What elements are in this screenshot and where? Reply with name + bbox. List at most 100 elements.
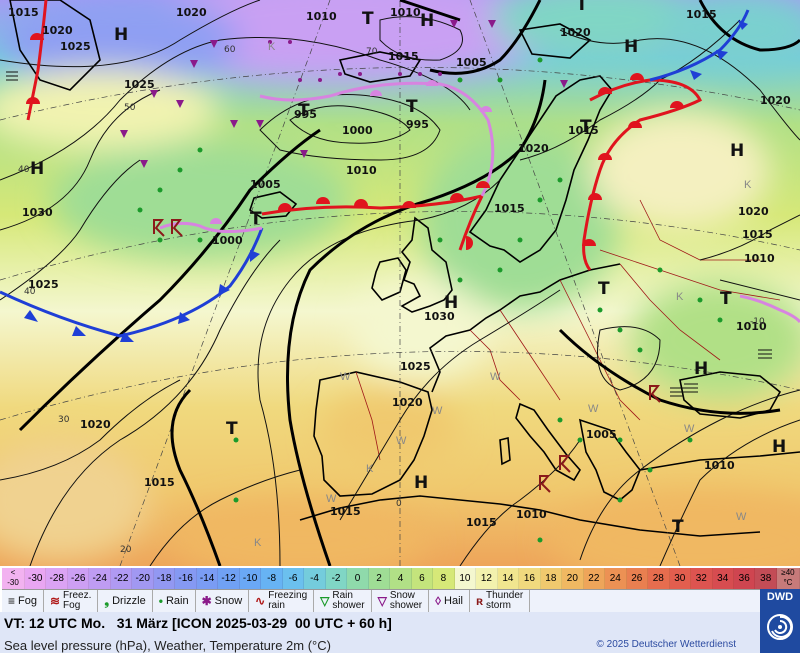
isobar-labels: 1015 1020 1025 1020 1010 1010 1015 1005 … xyxy=(8,6,791,529)
scale-cell: 22 xyxy=(583,568,606,589)
temperature-patches xyxy=(0,0,800,566)
map-footer: VT: 12 UTC Mo. 31 März [ICON 2025-03-29 … xyxy=(0,612,760,653)
scale-cell: 0 xyxy=(347,568,369,589)
scale-cell: 32 xyxy=(691,568,713,589)
graticule xyxy=(0,0,800,566)
svg-text:1005: 1005 xyxy=(250,178,281,191)
legend-label: Snow shower xyxy=(389,590,423,611)
legend-label: Rain xyxy=(165,595,189,607)
svg-text:W: W xyxy=(490,371,501,383)
svg-text:K: K xyxy=(254,537,262,549)
svg-text:K: K xyxy=(268,41,276,53)
scale-cell: -16 xyxy=(175,568,197,589)
copyright: © 2025 Deutscher Wetterdienst xyxy=(596,639,736,650)
warm-front-greenland xyxy=(26,0,48,121)
cold-front-scandinavia xyxy=(458,195,484,251)
svg-text:1020: 1020 xyxy=(518,142,549,155)
high-label: H xyxy=(420,11,434,31)
freezing-rain-icon: ∿ xyxy=(255,594,266,608)
svg-text:1010: 1010 xyxy=(390,6,421,19)
scale-cell: -2 xyxy=(325,568,348,589)
svg-text:1005: 1005 xyxy=(586,428,617,441)
isobars xyxy=(0,0,800,566)
scale-cell: 24 xyxy=(605,568,627,589)
low-label: T xyxy=(720,289,732,309)
legend-label: Drizzle xyxy=(112,595,146,607)
svg-text:40: 40 xyxy=(24,287,36,297)
svg-text:1015: 1015 xyxy=(466,516,497,529)
scale-cell: -6 xyxy=(282,568,305,589)
dwd-logo: DWD xyxy=(760,589,800,653)
high-label: H xyxy=(730,141,744,161)
low-label: T xyxy=(298,101,310,121)
high-label: H xyxy=(30,159,44,179)
scale-cell: 18 xyxy=(540,568,563,589)
svg-text:K: K xyxy=(744,179,752,191)
scale-cell: 10 xyxy=(454,568,477,589)
svg-text:1020: 1020 xyxy=(738,205,769,218)
svg-text:1020: 1020 xyxy=(176,6,207,19)
svg-text:1010: 1010 xyxy=(744,252,775,265)
legend-label: Snow xyxy=(214,595,243,607)
high-label: H xyxy=(624,37,638,57)
legend-label: Hail xyxy=(444,595,463,607)
low-label: T xyxy=(598,279,610,299)
low-label: T xyxy=(226,419,238,439)
svg-text:1025: 1025 xyxy=(400,360,431,373)
cold-front-atlantic xyxy=(0,227,264,338)
scale-max-cap: ≥40 °C xyxy=(776,568,800,589)
high-label: H xyxy=(772,437,786,457)
svg-text:1000: 1000 xyxy=(342,124,373,137)
legend-item: ✱ Snow xyxy=(196,590,250,612)
legend-item: ≡ Fog xyxy=(2,590,44,612)
weather-map: K K K K K W W W W W W W W H H H H H H H H H T … xyxy=(0,0,800,566)
scale-cell: -4 xyxy=(304,568,326,589)
legend-label: Freezing rain xyxy=(268,590,308,611)
svg-text:30: 30 xyxy=(58,415,70,425)
snow-shower-icon: ▽ xyxy=(377,594,387,608)
product-description: Sea level pressure (hPa), Weather, Tempe… xyxy=(4,638,331,653)
svg-text:1020: 1020 xyxy=(42,24,73,37)
snow-icon: ✱ xyxy=(201,594,212,608)
scale-cell: 20 xyxy=(562,568,584,589)
scale-min-cap: < -30 xyxy=(2,568,25,589)
low-label: T xyxy=(250,209,262,229)
scale-cell: -10 xyxy=(239,568,262,589)
svg-text:-10: -10 xyxy=(750,317,765,327)
scale-cell: 4 xyxy=(390,568,412,589)
low-label: T xyxy=(580,117,592,137)
temperature-labels: 60 70 50 40 40 30 20 0 -10 xyxy=(18,45,765,555)
dwd-logo-text: DWD xyxy=(766,591,794,603)
svg-text:60: 60 xyxy=(224,45,236,55)
svg-text:1025: 1025 xyxy=(60,40,91,53)
scale-cell: 26 xyxy=(626,568,649,589)
svg-text:K: K xyxy=(366,463,374,475)
scale-cell: 38 xyxy=(755,568,777,589)
legend-item: ≋ Freez. Fog xyxy=(44,590,99,612)
scale-cell: -8 xyxy=(261,568,283,589)
svg-text:70: 70 xyxy=(366,47,378,57)
temperature-scale: < -30 -30 -28 -26 -24 -22 -20 -18 -16 -14 -12 -10-… xyxy=(2,568,800,589)
svg-text:1015: 1015 xyxy=(8,6,39,19)
weather-legend: ≡ Fog ≋ Freez. Fog ❟ Drizzle • Rain ✱ Snow ∿ Freezi… xyxy=(2,589,760,613)
scale-cell: -14 xyxy=(196,568,219,589)
scale-cell: -12 xyxy=(218,568,240,589)
svg-text:1020: 1020 xyxy=(560,26,591,39)
legend-item: ʀ Thunder storm xyxy=(470,590,531,612)
rain-shower-icon: ▽ xyxy=(320,594,330,608)
scale-cell: -28 xyxy=(46,568,68,589)
rain-icon: • xyxy=(158,594,163,608)
low-label: T xyxy=(406,97,418,117)
warm-front-north-sea xyxy=(261,194,483,216)
svg-text:40: 40 xyxy=(18,165,30,175)
legend-item: ◊ Hail xyxy=(429,590,470,612)
scale-cell: 34 xyxy=(712,568,734,589)
scale-cell: -30 xyxy=(25,568,47,589)
freezing-fog-icon: ≋ xyxy=(49,594,61,608)
scale-cell: -22 xyxy=(110,568,133,589)
svg-text:1015: 1015 xyxy=(686,8,717,21)
svg-text:W: W xyxy=(684,423,695,435)
svg-text:W: W xyxy=(326,493,337,505)
scale-cell: 30 xyxy=(669,568,692,589)
svg-text:995: 995 xyxy=(294,108,317,121)
